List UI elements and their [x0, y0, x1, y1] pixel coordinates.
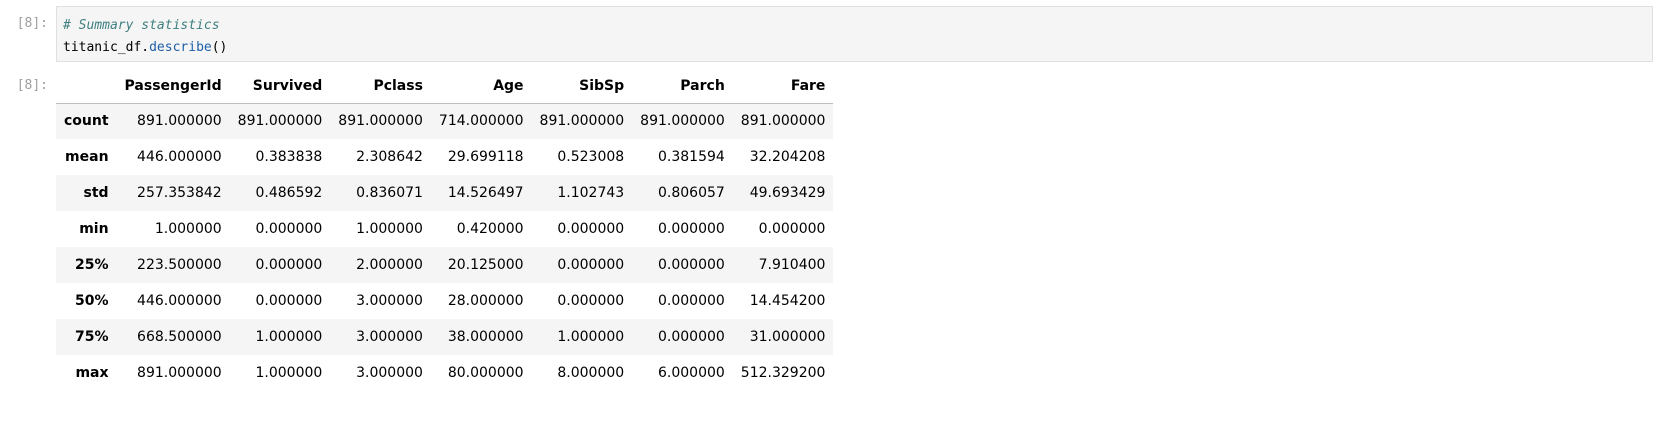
table-row: 50% 446.000000 0.000000 3.000000 28.0000… [56, 283, 834, 319]
table-cell: 714.000000 [438, 113, 524, 130]
table-cell: 0.000000 [657, 257, 725, 273]
row-label: 25% [75, 257, 109, 273]
table-cell: 512.329200 [740, 365, 826, 381]
row-label: 75% [75, 329, 109, 345]
table-row: min 1.000000 0.000000 1.000000 0.420000 … [56, 211, 834, 247]
column-header: SibSp [531, 70, 633, 104]
column-header: PassengerId [116, 70, 230, 104]
table-cell: 0.000000 [758, 221, 826, 237]
table-cell: 0.836071 [356, 185, 423, 201]
table-cell: 14.526497 [447, 185, 524, 201]
describe-table: PassengerId Survived Pclass Age SibSp Pa… [56, 70, 834, 391]
dataframe-output: PassengerId Survived Pclass Age SibSp Pa… [56, 70, 834, 391]
table-cell: 891.000000 [338, 113, 423, 130]
column-header: Fare [732, 70, 834, 104]
table-cell: 3.000000 [356, 329, 423, 345]
row-label: min [79, 221, 109, 237]
table-cell: 29.699118 [447, 149, 524, 165]
table-cell: 1.000000 [356, 221, 423, 237]
table-cell: 38.000000 [447, 329, 524, 345]
table-row: std 257.353842 0.486592 0.836071 14.5264… [56, 175, 834, 211]
table-cell: 80.000000 [447, 365, 524, 381]
table-cell: 0.000000 [255, 221, 323, 237]
table-cell: 0.000000 [557, 221, 625, 237]
table-cell: 1.000000 [154, 221, 222, 237]
input-prompt: [8]: [16, 16, 48, 31]
index-header [56, 70, 117, 104]
table-row: max 891.000000 1.000000 3.000000 80.0000… [56, 355, 834, 391]
table-cell: 891.000000 [740, 113, 826, 130]
table-cell: 891.000000 [137, 365, 222, 381]
row-label: 50% [75, 293, 109, 309]
table-cell: 1.000000 [557, 329, 625, 345]
table-cell: 2.000000 [356, 257, 423, 273]
column-header: Age [430, 70, 532, 104]
table-cell: 6.000000 [657, 365, 725, 381]
table-cell: 0.486592 [255, 185, 323, 201]
table-cell: 1.000000 [255, 365, 323, 381]
table-row: 25% 223.500000 0.000000 2.000000 20.1250… [56, 247, 834, 283]
table-cell: 0.383838 [255, 149, 323, 165]
table-row: count 891.000000 891.000000 891.000000 7… [56, 103, 834, 139]
code-editor[interactable]: # Summary statistics titanic_df.describe… [56, 6, 1653, 62]
table-cell: 446.000000 [137, 149, 222, 165]
table-cell: 2.308642 [356, 149, 423, 165]
table-cell: 0.420000 [456, 221, 524, 237]
table-cell: 31.000000 [749, 329, 826, 345]
table-cell: 891.000000 [539, 113, 625, 130]
code-object: titanic_df [63, 40, 142, 55]
row-label: mean [65, 149, 109, 165]
table-cell: 257.353842 [137, 185, 222, 201]
table-cell: 668.500000 [137, 329, 222, 345]
table-cell: 0.000000 [657, 329, 725, 345]
table-cell: 49.693429 [749, 185, 826, 201]
column-header: Survived [229, 70, 331, 104]
output-cell: [8]: PassengerId Survived Pclass Age Sib… [0, 70, 1653, 430]
column-header: Pclass [330, 70, 431, 104]
table-cell: 891.000000 [640, 113, 725, 130]
table-cell: 3.000000 [356, 293, 423, 309]
code-parens: () [211, 40, 228, 55]
table-row: mean 446.000000 0.383838 2.308642 29.699… [56, 139, 834, 175]
table-cell: 0.000000 [557, 257, 625, 273]
code-line-1: # Summary statistics [63, 15, 1646, 37]
table-header-row: PassengerId Survived Pclass Age SibSp Pa… [56, 70, 834, 104]
code-line-2: titanic_df.describe() [63, 37, 1646, 59]
table-cell: 8.000000 [557, 365, 625, 381]
code-method: describe [149, 40, 212, 55]
table-cell: 1.102743 [557, 185, 625, 201]
table-cell: 223.500000 [137, 257, 222, 273]
table-cell: 1.000000 [255, 329, 323, 345]
table-cell: 32.204208 [749, 149, 826, 165]
code-comment: # Summary statistics [63, 18, 220, 33]
table-row: 75% 668.500000 1.000000 3.000000 38.0000… [56, 319, 834, 355]
code-cell[interactable]: [8]: # Summary statistics titanic_df.des… [0, 6, 1653, 62]
table-cell: 3.000000 [356, 365, 423, 381]
table-cell: 0.381594 [657, 149, 725, 165]
table-cell: 14.454200 [749, 293, 826, 309]
table-cell: 28.000000 [447, 293, 524, 309]
table-cell: 0.000000 [255, 293, 323, 309]
table-cell: 446.000000 [137, 293, 222, 309]
output-prompt: [8]: [16, 78, 48, 93]
row-label: count [64, 113, 109, 130]
table-cell: 0.000000 [557, 293, 625, 309]
row-label: max [75, 365, 109, 381]
table-cell: 0.000000 [657, 221, 725, 237]
table-cell: 891.000000 [237, 113, 323, 130]
table-cell: 891.000000 [137, 113, 222, 130]
table-cell: 0.523008 [557, 149, 625, 165]
column-header: Parch [632, 70, 733, 104]
table-cell: 7.910400 [758, 257, 826, 273]
row-label: std [83, 185, 109, 201]
table-cell: 0.806057 [657, 185, 725, 201]
table-cell: 0.000000 [255, 257, 323, 273]
table-cell: 20.125000 [447, 257, 524, 273]
table-cell: 0.000000 [657, 293, 725, 309]
code-dot: . [141, 40, 150, 55]
